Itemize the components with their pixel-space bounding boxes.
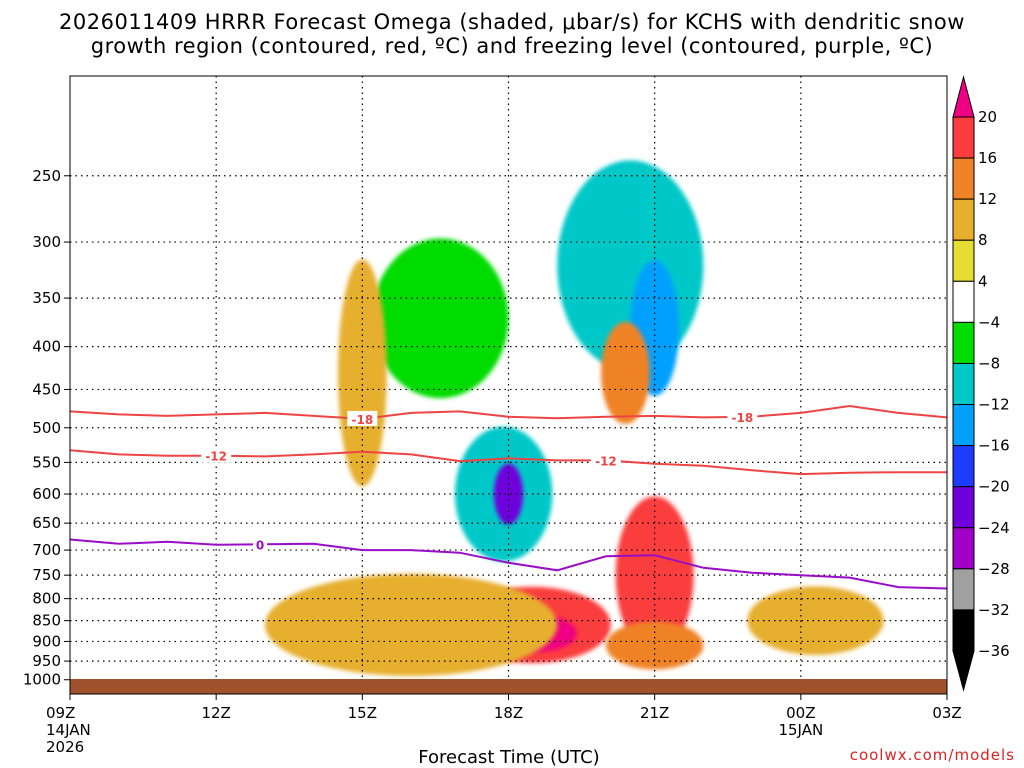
y-tick-label-300: 300	[32, 233, 61, 251]
colorbar-box-9	[952, 486, 975, 529]
colorbar-box-10	[952, 527, 975, 570]
chart-title-line2: growth region (contoured, red, ºC) and f…	[91, 34, 934, 58]
colorbar-box-2	[952, 198, 975, 241]
temperature-contours: -18 -18 -12 -12 0	[70, 404, 947, 590]
ground-surface	[70, 679, 947, 694]
colorbar-label--20: −20	[978, 478, 1010, 496]
colorbar-box-11	[952, 568, 975, 611]
contour-label-bg-0-0	[253, 536, 268, 552]
colorbar-box-4	[952, 280, 975, 323]
colorbar-box-3	[952, 239, 975, 282]
omega-region-16	[615, 496, 694, 654]
y-tick-label-450: 450	[32, 380, 61, 398]
colorbar-box-6	[952, 362, 975, 406]
colorbar-label--28: −28	[978, 560, 1010, 578]
colorbar-box-12	[952, 609, 975, 652]
omega-region-17	[264, 573, 558, 676]
colorbar-box-1	[952, 157, 975, 200]
y-tick-label-650: 650	[32, 514, 61, 532]
y-tick-label-950: 950	[32, 652, 61, 670]
y-tick-label-400: 400	[32, 338, 61, 356]
colorbar-label--36: −36	[978, 642, 1010, 660]
y-tick-label-850: 850	[32, 612, 61, 630]
y-tick-label-550: 550	[32, 453, 61, 471]
contour-label-0-0: 0	[256, 538, 264, 552]
colorbar-label--12: −12	[978, 396, 1010, 414]
omega-shading	[104, 76, 928, 676]
contour-label--12-1: -12	[595, 454, 617, 468]
x-tick-label-12Z: 12Z	[201, 704, 230, 722]
colorbar-label--8: −8	[978, 354, 1000, 372]
y-tick-label-750: 750	[32, 566, 61, 584]
colorbar-box-8	[952, 445, 975, 488]
colorbar-box-0	[952, 116, 975, 159]
contour-label-bg--18-0	[347, 410, 378, 426]
colorbar-label-16: 16	[978, 149, 997, 167]
colorbar-box-5	[952, 321, 975, 364]
plot-area: -18 -18 -12 -12 0	[69, 75, 948, 695]
colorbar-label--4: −4	[978, 313, 1000, 331]
contour-0	[70, 538, 947, 590]
contour-label-bg--18-1	[727, 408, 758, 424]
y-tick-label-350: 350	[32, 289, 61, 307]
colorbar-bottom-arrow	[952, 650, 975, 692]
colorbar-label-12: 12	[978, 190, 997, 208]
y-tick-label-250: 250	[32, 167, 61, 185]
x-tick-label-18Z: 18Z	[494, 704, 523, 722]
contour--18	[70, 404, 947, 420]
y-tick-label-600: 600	[32, 485, 61, 503]
contour-label--18-0: -18	[351, 413, 373, 427]
contour-label-bg--12-1	[590, 452, 621, 468]
y-tick-label-800: 800	[32, 590, 61, 608]
contour-label-bg--12-0	[201, 447, 232, 463]
y-tick-label-700: 700	[32, 541, 61, 559]
colorbar: 20 16 12 8 4 −4 −8 −12 −16 −20 −24 −28 −32 −36	[952, 75, 1010, 692]
y-tick-label-900: 900	[32, 632, 61, 650]
y-tick-label-500: 500	[32, 419, 61, 437]
x-tick-label-03Z: 03Z	[932, 704, 961, 722]
x-tick-date-09Z: 14JAN	[46, 721, 91, 739]
colorbar-label--24: −24	[978, 519, 1010, 537]
omega-region-18	[747, 586, 884, 655]
colorbar-box-7	[952, 404, 975, 447]
omega-region-1	[240, 231, 290, 386]
chart-title-line1: 2026011409 HRRR Forecast Omega (shaded, …	[59, 10, 965, 34]
colorbar-top-arrow	[952, 75, 975, 118]
x-tick-label-21Z: 21Z	[640, 704, 669, 722]
y-axis: 250 300 350 400 450 500 550 600 650 700 750 800 850 9…	[23, 167, 70, 689]
x-tick-label-09Z: 09Z	[46, 704, 75, 722]
contour-label--18-1: -18	[732, 411, 754, 425]
x-tick-year-09Z: 2026	[46, 738, 84, 756]
colorbar-label-20: 20	[978, 108, 997, 126]
colorbar-label--16: −16	[978, 437, 1010, 455]
colorbar-label--32: −32	[978, 601, 1010, 619]
x-axis-label: Forecast Time (UTC)	[418, 747, 599, 768]
contour-label--12-0: -12	[205, 450, 227, 464]
omega-region-6	[742, 76, 801, 231]
x-tick-label-00Z: 00Z	[786, 704, 815, 722]
omega-region-3	[398, 122, 414, 185]
omega-region-19	[605, 621, 704, 670]
y-tick-label-1000: 1000	[23, 671, 61, 689]
x-tick-label-15Z: 15Z	[348, 704, 377, 722]
colorbar-label-4: 4	[978, 272, 988, 290]
x-tick-date-00Z: 15JAN	[778, 721, 823, 739]
grid-lines	[70, 76, 947, 694]
omega-region-12	[337, 259, 387, 487]
omega-region-13	[601, 321, 650, 424]
omega-region-2	[372, 238, 509, 399]
omega-region-0	[104, 277, 192, 469]
colorbar-label-8: 8	[978, 231, 988, 249]
credit-link[interactable]: coolwx.com/models	[850, 746, 1015, 764]
